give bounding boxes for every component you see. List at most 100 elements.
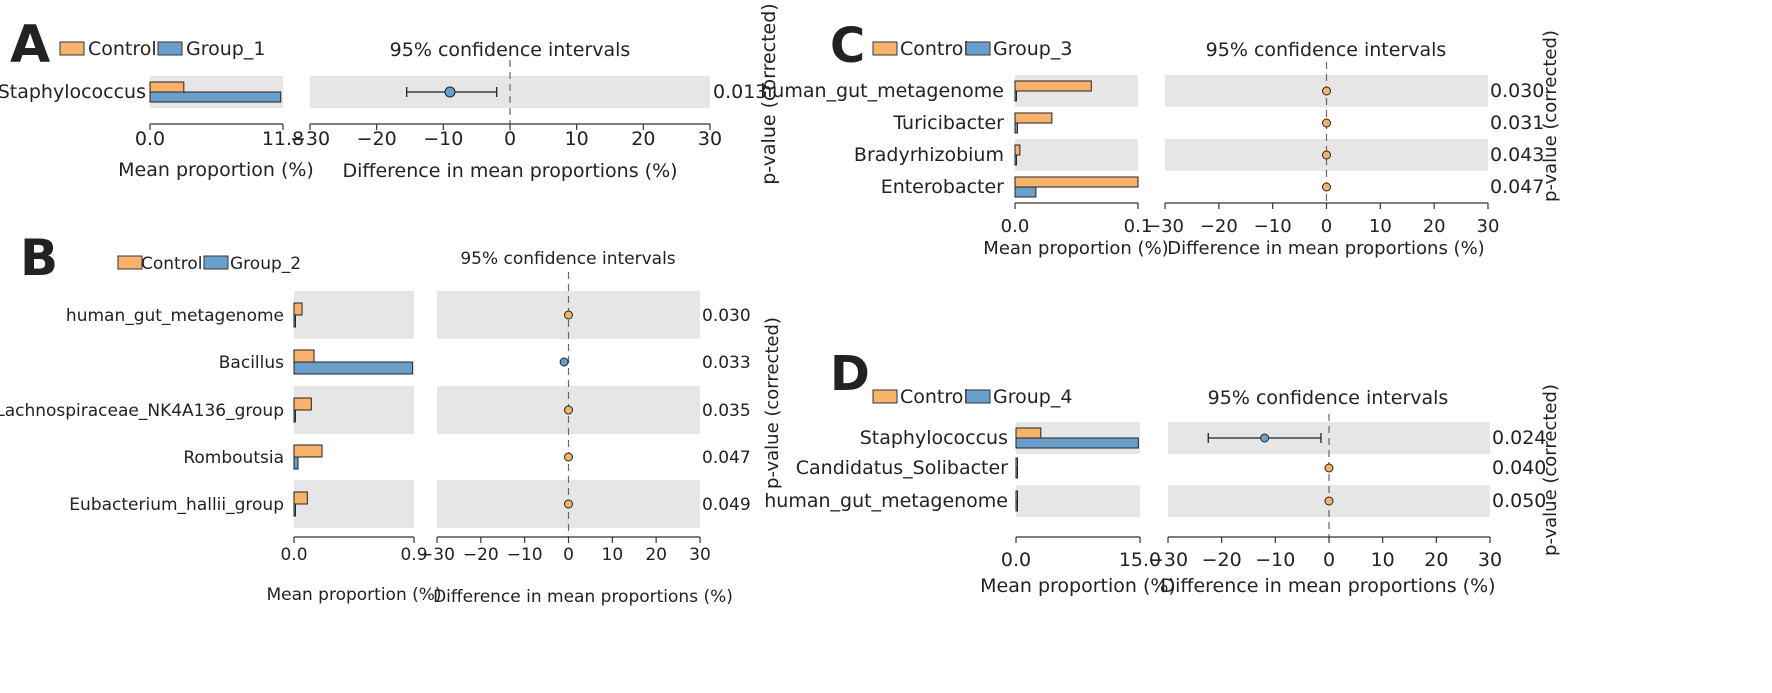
row-band-left xyxy=(1016,485,1140,517)
bar-control xyxy=(149,81,185,93)
row-band-left xyxy=(294,480,414,528)
legend-swatch-group xyxy=(203,255,229,270)
category-label: Romboutsia xyxy=(183,448,284,468)
bar-control xyxy=(1014,112,1053,124)
category-label: Enterobacter xyxy=(881,176,1004,198)
right-tick-label: −30 xyxy=(419,545,455,565)
p-value: 0.049 xyxy=(702,495,751,515)
category-label: Bacillus xyxy=(219,353,284,373)
right-tick-label: −10 xyxy=(1254,216,1292,237)
panel-letter: B xyxy=(20,229,58,287)
right-tick-label: −30 xyxy=(1148,549,1188,571)
legend-swatch-control xyxy=(59,41,85,56)
right-tick-label: 30 xyxy=(1477,216,1500,237)
bar-group xyxy=(1014,122,1018,134)
row-band-right xyxy=(310,76,710,108)
legend-label-group: Group_2 xyxy=(230,254,301,274)
panel-c: C Control Group_3 95% confidence intervals h… xyxy=(760,18,1561,259)
right-tick-label: 30 xyxy=(698,128,722,150)
category-label: Candidatus_Solibacter xyxy=(796,457,1008,479)
panel-d: D Control Group_4 95% confidence intervals S… xyxy=(764,346,1561,597)
right-tick-label: 0 xyxy=(504,128,516,150)
bar-control xyxy=(293,491,308,505)
right-tick-label: 20 xyxy=(1423,216,1446,237)
bar-group xyxy=(1014,186,1037,198)
panel-letter: A xyxy=(10,15,50,75)
bar-control xyxy=(1014,176,1139,188)
p-value: 0.050 xyxy=(1492,490,1546,512)
right-tick-label: 20 xyxy=(631,128,655,150)
diff-point xyxy=(1324,496,1334,506)
bar-control xyxy=(1015,490,1018,502)
category-label: human_gut_metagenome xyxy=(66,306,284,326)
p-value: 0.047 xyxy=(1490,176,1544,198)
bar-control xyxy=(293,444,323,458)
right-tick-label: −30 xyxy=(290,128,330,150)
category-label: Bradyrhizobium xyxy=(854,144,1004,166)
bar-control xyxy=(293,349,315,363)
xlabel-right: Difference in mean proportions (%) xyxy=(433,587,733,607)
right-tick-label: −20 xyxy=(463,545,499,565)
diff-point xyxy=(444,86,456,98)
category-label: human_gut_metagenome xyxy=(764,490,1008,512)
xlabel-right: Difference in mean proportions (%) xyxy=(1160,575,1495,597)
diff-point xyxy=(1324,463,1334,473)
legend-label-group: Group_4 xyxy=(993,386,1072,408)
panel-letter: C xyxy=(830,18,865,74)
legend-swatch-group xyxy=(965,41,991,56)
p-value: 0.030 xyxy=(702,306,751,326)
bar-group xyxy=(293,456,299,470)
legend-label-control: Control xyxy=(141,254,202,274)
right-tick-label: −30 xyxy=(1146,216,1184,237)
left-tick-label: 0.0 xyxy=(135,128,165,150)
panel-a: A Control Group_1 95% confidence intervals S… xyxy=(0,3,780,184)
category-label: Staphylococcus xyxy=(0,81,146,103)
bar-group xyxy=(1014,90,1017,102)
diff-point xyxy=(1322,118,1331,128)
right-tick-label: 10 xyxy=(565,128,589,150)
bar-control xyxy=(293,397,312,411)
legend-label-group: Group_3 xyxy=(993,38,1072,60)
left-tick-label: 0.1 xyxy=(1124,216,1153,237)
bar-control xyxy=(1014,144,1021,156)
right-tick-label: −10 xyxy=(507,545,543,565)
diff-point xyxy=(1260,433,1270,443)
diff-point xyxy=(559,357,569,367)
right-tick-label: 30 xyxy=(689,545,711,565)
right-tick-label: −20 xyxy=(1202,549,1242,571)
bar-group xyxy=(1015,437,1139,449)
p-value: 0.013 xyxy=(713,81,767,103)
legend-label-control: Control xyxy=(900,386,969,408)
legend-label-control: Control xyxy=(88,38,157,60)
pvalue-axis-label: p-value (corrected) xyxy=(762,317,783,489)
ci-title: 95% confidence intervals xyxy=(390,39,631,61)
p-value: 0.047 xyxy=(702,448,751,468)
row-band-left xyxy=(294,386,414,434)
p-value: 0.031 xyxy=(1490,112,1544,134)
left-tick-label: 0.0 xyxy=(1001,216,1030,237)
right-tick-label: 10 xyxy=(602,545,624,565)
pvalue-axis-label: p-value (corrected) xyxy=(1540,384,1561,556)
category-label: Turicibacter xyxy=(892,112,1004,134)
left-tick-label: 0.9 xyxy=(400,545,427,565)
p-value: 0.033 xyxy=(702,353,751,373)
legend-swatch-control xyxy=(117,255,143,270)
ci-title: 95% confidence intervals xyxy=(1206,39,1447,61)
legend-swatch-group xyxy=(157,41,183,56)
xlabel-right: Difference in mean proportions (%) xyxy=(342,160,677,182)
diff-point xyxy=(564,499,573,509)
bar-control xyxy=(293,302,303,316)
left-tick-label: 0.0 xyxy=(1001,549,1031,571)
right-tick-label: 20 xyxy=(645,545,667,565)
diff-point xyxy=(1322,182,1331,192)
bar-group xyxy=(293,503,296,517)
xlabel-left: Mean proportion (%) xyxy=(983,238,1168,259)
right-tick-label: −20 xyxy=(1200,216,1238,237)
legend-swatch-control xyxy=(872,41,898,56)
category-label: Eubacterium_hallii_group xyxy=(69,495,284,515)
ci-title: 95% confidence intervals xyxy=(1208,387,1449,409)
bar-group xyxy=(293,314,296,328)
panel-b: B Control Group_2 95% confidence intervals h… xyxy=(0,229,783,607)
right-tick-label: 20 xyxy=(1424,549,1448,571)
